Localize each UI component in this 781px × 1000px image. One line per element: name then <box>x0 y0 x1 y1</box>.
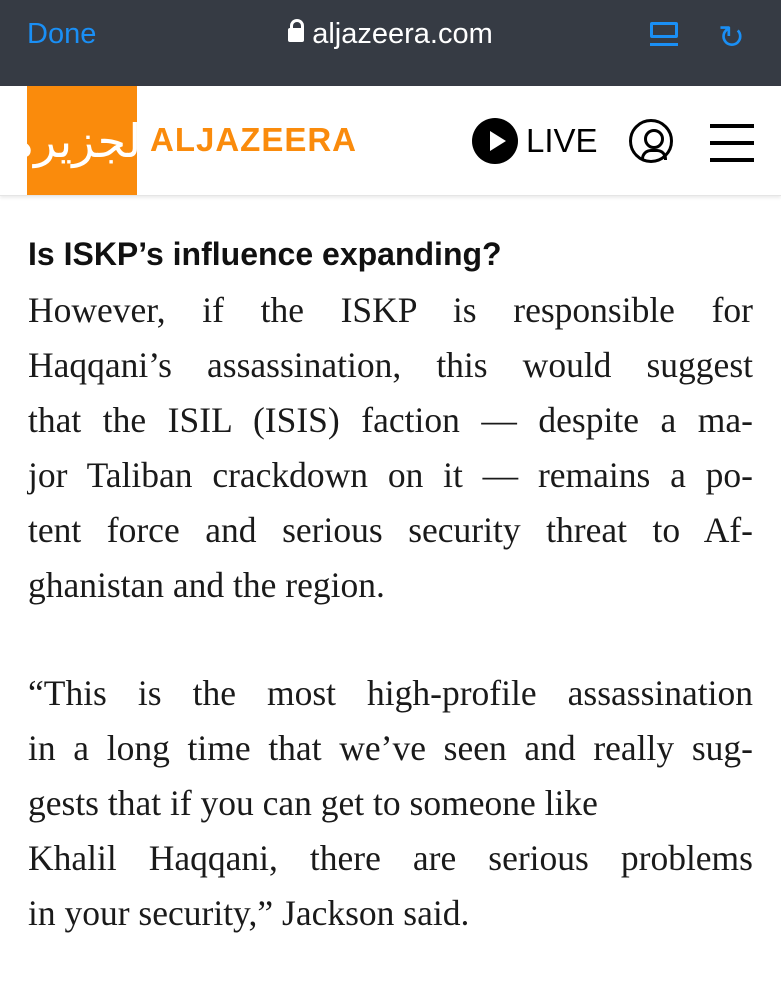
url-bar[interactable]: aljazeera.com <box>0 18 781 51</box>
menu-icon[interactable] <box>710 124 754 175</box>
section-heading: Is ISKP’s influence expanding? <box>28 236 502 272</box>
aljazeera-logo[interactable]: الجزيرة <box>10 86 154 195</box>
reload-icon[interactable]: ↻ <box>718 19 745 55</box>
text-line: jor Taliban crackdown on it — remains a … <box>28 455 753 495</box>
live-button[interactable]: LIVE <box>472 118 598 164</box>
text-line: ghanistan and the region. <box>28 565 385 605</box>
text-line: tent force and serious security threat t… <box>28 510 753 550</box>
paragraph: “This is the most high-profile assassina… <box>28 666 753 941</box>
text-line: that the ISIL (ISIS) faction — despite a… <box>28 400 753 440</box>
brand-name[interactable]: ALJAZEERA <box>150 121 358 158</box>
text-line: in your security,” Jackson said. <box>28 893 470 933</box>
browser-toolbar: Done aljazeera.com ↻ <box>0 0 781 86</box>
user-icon[interactable] <box>629 119 673 163</box>
done-button[interactable]: Done <box>27 18 97 50</box>
play-icon <box>472 118 518 164</box>
logo-calligraphy: الجزيرة <box>9 113 155 168</box>
text-line: in a long time that we’ve seen and reall… <box>28 728 753 768</box>
url-text: aljazeera.com <box>312 18 493 50</box>
text-line: gests that if you can get to someone lik… <box>28 783 598 823</box>
live-label: LIVE <box>526 122 598 159</box>
text-line: “This is the most high-profile assassina… <box>28 673 753 713</box>
text-line: Khalil Haqqani, there are serious proble… <box>28 838 753 878</box>
article-body: Is ISKP’s influence expanding? However, … <box>0 234 781 941</box>
site-header: الجزيرة ALJAZEERA LIVE <box>0 86 781 196</box>
reader-view-icon[interactable] <box>650 22 678 56</box>
lock-icon <box>288 19 305 42</box>
text-line: However, if the ISKP is responsible for <box>28 290 753 330</box>
text-line: Haqqani’s assassination, this would sugg… <box>28 345 753 385</box>
paragraph: However, if the ISKP is responsible for … <box>28 283 753 613</box>
